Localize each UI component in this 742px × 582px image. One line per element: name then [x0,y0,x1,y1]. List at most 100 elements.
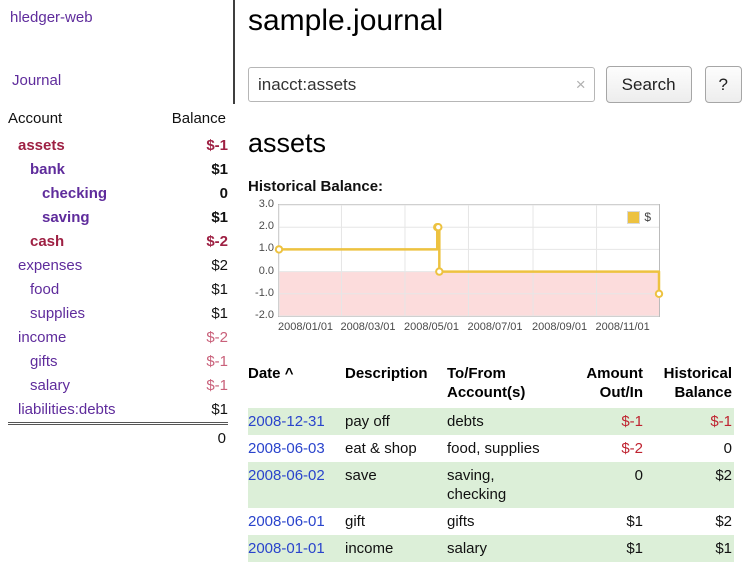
account-balance: $1 [211,209,228,226]
account-row: salary $-1 [8,374,228,398]
sidebar: hledger-web Journal Account Balance asse… [0,0,233,450]
page-title: sample.journal [248,4,444,37]
x-axis-label: 2008/05/01 [403,321,460,333]
account-balance: $1 [211,281,228,298]
date-link[interactable]: 2008-12-31 [248,413,325,430]
date-header-label: Date [248,365,281,382]
clear-search-icon[interactable]: × [575,75,586,94]
register-amount-cell: $-2 [621,440,643,457]
account-link[interactable]: salary [30,377,71,394]
register-row: 2008-06-02 save saving, checking 0 $2 [248,462,734,508]
y-axis-label: 2.0 [258,220,274,233]
register-date-cell: 2008-01-01 [248,535,345,562]
register-row: 2008-06-01 gift gifts $1 $2 [248,508,734,535]
register-balance-cell: $2 [715,467,732,484]
account-link[interactable]: assets [18,137,65,154]
register-date-cell: 2008-06-03 [248,435,345,462]
register-description-cell: gift [345,513,366,530]
y-axis-label: -1.0 [255,286,274,299]
search-button[interactable]: Search [605,66,692,103]
account-balance: $-2 [206,329,228,346]
register-balance-cell: $2 [715,513,732,530]
register-header-row: Date ^ Description To/From Account(s) Am… [248,362,734,408]
accounts-total: 0 [8,422,228,450]
accounts-table: Account Balance assets $-1 bank $1 checking 0… [8,108,228,450]
date-link[interactable]: 2008-01-01 [248,540,325,557]
register-accounts-cell: saving, checking [447,467,507,503]
app-title-link[interactable]: hledger-web [10,9,93,26]
search-box: × [248,67,595,102]
accounts-header-balance: Balance [171,110,226,127]
account-heading: assets [248,128,327,158]
register-accounts-cell: salary [447,540,488,557]
y-axis: 3.0 2.0 1.0 0.0 -1.0 -2.0 [248,198,274,321]
register-accounts-cell: gifts [447,513,475,530]
account-link[interactable]: gifts [30,353,58,370]
chart-point [435,267,444,276]
y-axis-label: 3.0 [258,198,274,210]
account-row: food $1 [8,278,228,302]
account-link[interactable]: checking [42,185,108,202]
account-row: saving $1 [8,206,228,230]
y-axis-label: 1.0 [258,242,274,255]
register-balance-cell: $1 [715,540,732,557]
date-link[interactable]: 2008-06-02 [248,467,325,484]
chart-canvas [274,204,664,317]
plot-area: $ [274,204,664,317]
sidebar-divider [233,0,235,104]
register-amount-cell: $-1 [621,413,643,430]
search-input[interactable] [248,67,595,102]
account-balance: $-1 [206,353,228,370]
register-description-cell: pay off [345,413,390,430]
account-balance: $-1 [206,137,228,154]
register-amount-cell: $1 [626,513,643,530]
account-row: gifts $-1 [8,350,228,374]
account-link[interactable]: supplies [30,305,86,322]
chart-legend: $ [624,209,654,225]
register-description-cell: save [345,467,377,484]
account-row: checking 0 [8,182,228,206]
account-row: bank $1 [8,158,228,182]
accounts-header-account: Account [8,110,63,127]
journal-link[interactable]: Journal [12,72,62,89]
register-accounts-cell: debts [447,413,484,430]
x-axis-label: 2008/11/01 [595,321,650,333]
accounts-header-row: Account Balance [8,108,228,134]
y-axis-label: -2.0 [255,309,274,321]
register-balance-cell: $-1 [710,413,732,430]
x-axis-label: 2008/03/01 [340,321,396,333]
register-header-amount: Amount Out/In [586,365,643,401]
account-link[interactable]: income [18,329,67,346]
x-axis-label: 2008/01/01 [278,321,334,333]
register-row: 2008-06-03 eat & shop food, supplies $-2 0 [248,435,734,462]
register-description-cell: eat & shop [345,440,417,457]
account-link[interactable]: saving [42,209,90,226]
search-bar: × Search ? [248,66,742,103]
register-amount-cell: 0 [634,467,643,484]
x-axis-label: 2008/07/01 [467,321,523,333]
date-link[interactable]: 2008-06-03 [248,440,325,457]
account-row: cash $-2 [8,230,228,254]
register-accounts-cell: food, supplies [447,440,540,457]
register-row: 2008-12-31 pay off debts $-1 $-1 [248,408,734,435]
account-link[interactable]: expenses [18,257,83,274]
account-link[interactable]: cash [30,233,65,250]
register-row: 2008-01-01 income salary $1 $1 [248,535,734,562]
account-link[interactable]: food [30,281,60,298]
accounts-total-row: 0 [8,422,228,450]
register-table: Date ^ Description To/From Account(s) Am… [248,362,734,562]
y-axis-label: 0.0 [258,264,274,277]
account-balance: $1 [211,161,228,178]
chart-point [274,245,284,254]
register-header-date[interactable]: Date ^ [248,362,345,408]
chart-point [434,223,443,232]
x-axis-label: 2008/09/01 [532,321,588,333]
account-link[interactable]: liabilities:debts [18,401,116,418]
register-header-description: Description [345,365,428,382]
date-link[interactable]: 2008-06-01 [248,513,325,530]
register-date-cell: 2008-12-31 [248,408,345,435]
account-balance: $2 [211,257,228,274]
register-balance-cell: 0 [723,440,732,457]
account-link[interactable]: bank [30,161,66,178]
help-button[interactable]: ? [704,66,742,103]
